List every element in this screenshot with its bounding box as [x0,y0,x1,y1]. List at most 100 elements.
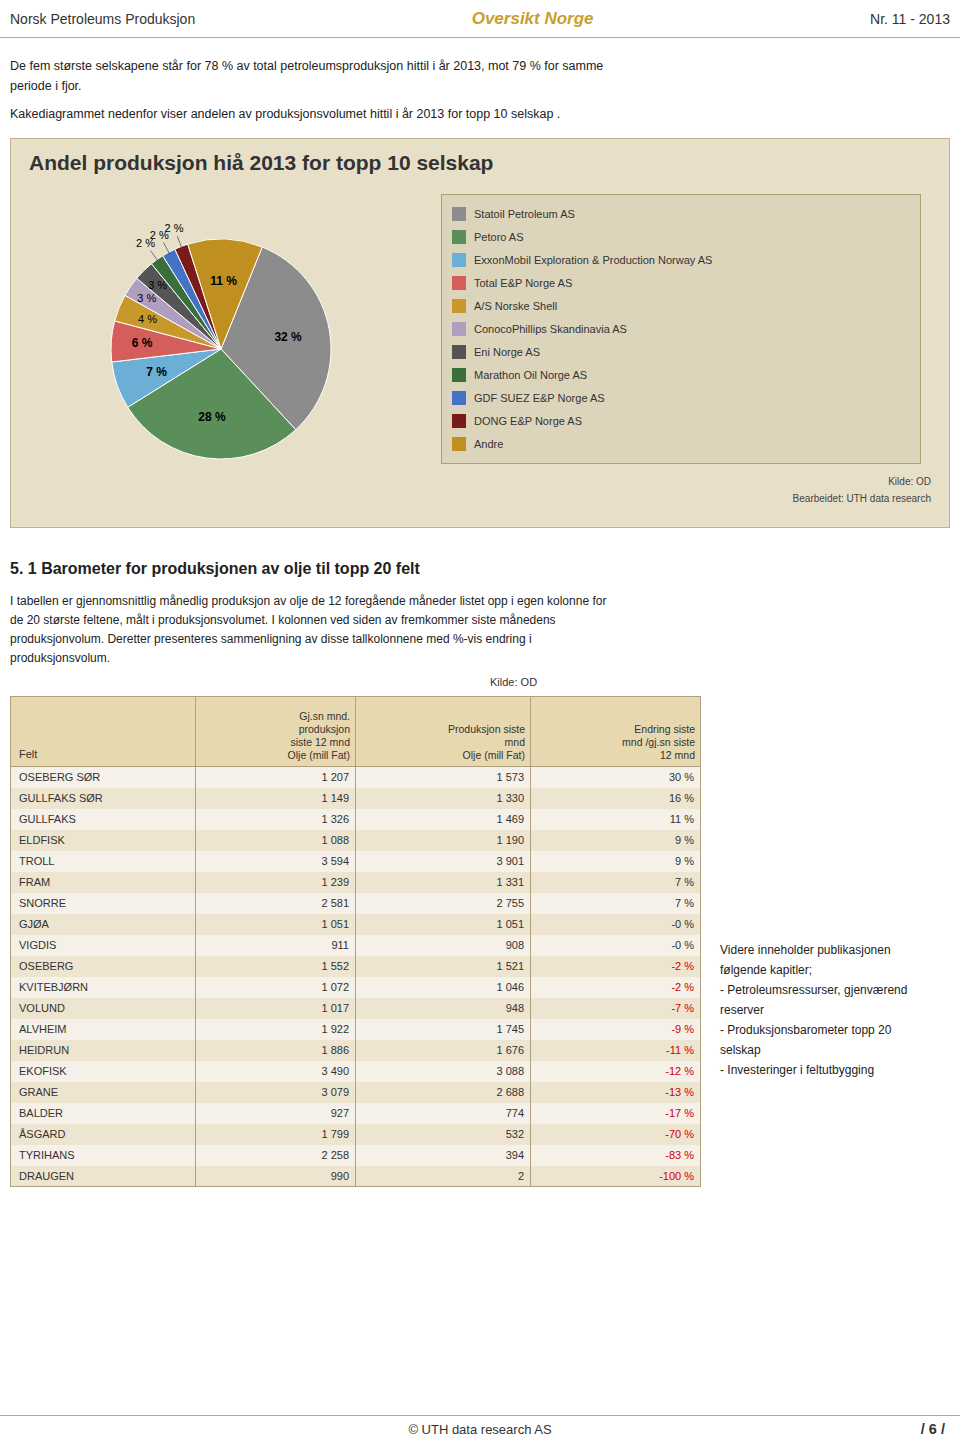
html-text:Gj.sn mnd.: Gj.sn mnd. [299,710,350,722]
html-text:-0 %: -0 % [671,918,694,930]
html-text:1 326: 1 326 [321,813,349,825]
svg-text:2 %: 2 % [136,237,155,250]
html-text:- Investeringer i feltutbyggin: - Investeringer i feltutbygging [720,1063,875,1077]
html-text:ExxonMobil Exploration & Produ: ExxonMobil Exploration & Production Norw… [474,254,713,266]
html-text:1 331: 1 331 [496,876,524,888]
html-text:I tabellen er gjennomsnittlig: I tabellen er gjennomsnittlig månedlig p… [10,594,607,608]
html-text:Kakediagrammet nedenfor viser: Kakediagrammet nedenfor viser andelen av… [10,107,561,121]
html-text:Felt: Felt [19,748,38,760]
html-text:1 239: 1 239 [321,876,349,888]
html-text:990: 990 [330,1169,349,1182]
svg-text:2 %: 2 % [165,222,184,234]
html-text:de 20 største feltene, målt i: de 20 største feltene, målt i produksjon… [10,613,556,627]
html-text:7 %: 7 % [675,876,694,888]
html-text:2 581: 2 581 [321,897,349,909]
html-text:1 190: 1 190 [496,834,524,846]
html-text:30 %: 30 % [668,771,694,784]
html-text:produksjonvolum. Deretter pres: produksjonvolum. Deretter presenteres sa… [10,632,532,646]
html-text:DRAUGEN: DRAUGEN [19,1169,74,1182]
html-text:Endring siste: Endring siste [634,723,695,735]
html-text:Olje (mill Fat): Olje (mill Fat) [462,749,525,761]
html-text:ConocoPhillips Skandinavia AS: ConocoPhillips Skandinavia AS [474,323,627,335]
html-text:mnd /gj.sn siste: mnd /gj.sn siste [622,736,695,748]
html-text:3 901: 3 901 [496,855,524,867]
html-text:- Petroleumsressurser, gjenvær: - Petroleumsressurser, gjenværend [720,983,908,997]
html-text:OSEBERG: OSEBERG [19,960,74,972]
svg-text:6 %: 6 % [132,336,153,350]
html-text:1 051: 1 051 [321,918,349,930]
html-text:Kilde: OD: Kilde: OD [490,676,538,688]
svg-text:3 %: 3 % [148,279,167,291]
html-text:3 594: 3 594 [321,855,349,867]
svg-text:2 %: 2 % [149,228,169,241]
html-text:- Produksjonsbarometer topp 20: - Produksjonsbarometer topp 20 [720,1023,892,1037]
html-text:© UTH data research AS: © UTH data research AS [408,1422,552,1437]
html-text:Andel produksjon hiå 2013 for: Andel produksjon hiå 2013 for topp 10 se… [29,151,494,174]
html-text:-100 %: -100 % [659,1169,694,1182]
html-text:periode i fjor.: periode i fjor. [10,79,82,93]
html-text:OSEBERG SØR: OSEBERG SØR [19,771,101,784]
html-text:911: 911 [331,939,349,951]
svg-text:32 %: 32 % [274,330,302,344]
html-text:1 552: 1 552 [321,960,349,972]
html-text:ELDFISK: ELDFISK [19,834,65,846]
html-text:Marathon Oil Norge AS: Marathon Oil Norge AS [474,369,588,381]
html-text:1 521: 1 521 [496,960,524,972]
svg-text:28 %: 28 % [198,410,226,424]
html-text:7 %: 7 % [675,897,694,909]
svg-text:3 %: 3 % [137,292,156,304]
html-text:Videre inneholder publikasjone: Videre inneholder publikasjonen [720,943,891,957]
html-text:reserver: reserver [720,1003,764,1017]
html-text:9 %: 9 % [675,834,694,846]
html-text:GJØA: GJØA [19,918,49,930]
html-text:12 mnd: 12 mnd [660,749,695,761]
html-text:Andre: Andre [474,438,504,450]
html-text:908: 908 [505,939,524,951]
html-text:1 088: 1 088 [321,834,349,846]
html-text:1 573: 1 573 [496,771,524,784]
html-text:1 149: 1 149 [321,792,349,804]
html-text:GDF SUEZ E&P Norge AS: GDF SUEZ E&P Norge AS [474,392,605,404]
html-text:FRAM: FRAM [19,876,51,888]
html-text:16 %: 16 % [668,792,694,804]
svg-text:4 %: 4 % [138,313,157,325]
html-text:GULLFAKS SØR: GULLFAKS SØR [19,792,103,804]
html-text:1 051: 1 051 [496,918,524,930]
html-text:1 330: 1 330 [496,792,524,804]
html-text:GULLFAKS: GULLFAKS [19,813,76,825]
html-text:SNORRE: SNORRE [19,897,67,909]
html-text:9 %: 9 % [675,855,694,867]
svg-text:7 %: 7 % [146,365,167,379]
html-text:1 207: 1 207 [321,771,349,784]
html-text:11 %: 11 % [669,813,694,825]
html-text:Produksjon siste: Produksjon siste [448,723,525,735]
html-text:følgende kapitler;: følgende kapitler; [720,963,813,977]
html-text:VIGDIS: VIGDIS [19,939,57,951]
html-text:Nr. 11 - 2013: Nr. 11 - 2013 [870,10,950,27]
svg-text:11 %: 11 % [210,274,237,288]
html-text:produksjonsvolum.: produksjonsvolum. [10,651,111,665]
html-text:Total E&P Norge AS: Total E&P Norge AS [474,277,573,289]
html-text:TROLL: TROLL [19,855,55,867]
html-text:DONG E&P Norge AS: DONG E&P Norge AS [474,415,582,427]
html-text:-0 %: -0 % [671,939,694,951]
html-text:Petoro AS: Petoro AS [474,231,524,243]
html-text:/ 6 /: / 6 / [920,1421,945,1437]
html-text:siste 12 mnd: siste 12 mnd [290,736,350,748]
html-text:1 469: 1 469 [496,813,524,825]
html-text:A/S Norske Shell: A/S Norske Shell [474,300,558,312]
html-text:KVITEBJØRN: KVITEBJØRN [19,981,89,993]
html-text:selskap: selskap [720,1043,761,1057]
html-text:Statoil Petroleum AS: Statoil Petroleum AS [474,208,575,220]
html-text:Oversikt Norge: Oversikt Norge [471,8,594,28]
html-text:produksjon: produksjon [298,723,350,735]
html-text:-2 %: -2 % [671,960,694,972]
html-text:Norsk Petroleums Produksjon: Norsk Petroleums Produksjon [10,10,196,27]
html-text:De fem største selskapene står: De fem største selskapene står for 78 % … [10,59,604,73]
html-text:2 755: 2 755 [496,897,524,909]
html-text:Olje (mill Fat): Olje (mill Fat) [287,749,350,761]
html-text:Eni Norge AS: Eni Norge AS [474,346,540,358]
html-text:1 072: 1 072 [321,981,349,993]
html-text:mnd: mnd [504,736,525,748]
html-text:5. 1 Barometer for produksjone: 5. 1 Barometer for produksjonen av olje … [10,560,420,577]
